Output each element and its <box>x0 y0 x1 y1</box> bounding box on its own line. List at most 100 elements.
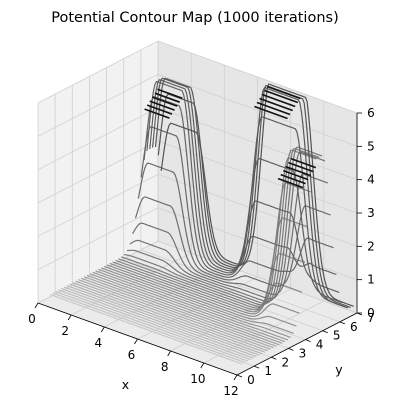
z-gridline <box>37 173 358 247</box>
x-axis-label: x <box>122 377 129 392</box>
contour-level <box>129 146 323 302</box>
x-tick-label: 12 <box>223 384 238 398</box>
x-tick-mark <box>200 362 205 369</box>
contour-level <box>69 283 263 355</box>
y-tick-label: 2 <box>281 355 289 369</box>
x-tick-label: 6 <box>128 348 136 362</box>
y-tick-label: 1 <box>264 364 272 378</box>
y-tick-mark <box>339 321 346 325</box>
back-plate-edge <box>256 101 291 116</box>
y-tick-mark <box>305 339 311 342</box>
contour-lines <box>49 77 354 365</box>
right-plate-edge <box>290 157 317 169</box>
x-tick-label: 4 <box>95 336 103 350</box>
z-gridline <box>37 207 358 281</box>
z-tick-label: 1 <box>367 273 375 287</box>
x-tick-mark <box>134 338 138 345</box>
contour-level <box>92 271 286 343</box>
x-tick-mark <box>67 314 72 321</box>
back-plate-edge <box>259 97 293 112</box>
y-tick-label: 6 <box>350 320 358 334</box>
contour-level <box>60 287 254 359</box>
y-axis-line <box>236 312 358 376</box>
back-plate-edge <box>266 85 301 100</box>
contour-level <box>121 157 314 307</box>
z-tick-label: 2 <box>367 239 375 253</box>
x-tick-mark <box>233 374 238 381</box>
contour-level <box>80 277 274 349</box>
y-tick-label: 3 <box>299 346 307 360</box>
contour-level <box>137 162 331 287</box>
y-tick-mark <box>253 365 260 369</box>
contour-level <box>63 286 257 358</box>
z-tick-label: 6 <box>367 106 375 120</box>
contour-level <box>160 83 354 307</box>
y-tick-mark <box>271 356 277 360</box>
back-plate-edge <box>261 93 296 108</box>
y-tick-label: 7 <box>367 311 375 325</box>
contour-level <box>149 79 343 304</box>
z-gridline <box>37 107 358 181</box>
chart-title: Potential Contour Map (1000 iterations) <box>51 10 338 26</box>
y-tick-label: 0 <box>247 373 255 387</box>
left-plate-edge <box>149 100 175 111</box>
x-tick-label: 2 <box>61 324 69 338</box>
left-plate-edge <box>144 108 170 119</box>
z-tick-label: 5 <box>367 139 375 153</box>
z-ticks: 0 1 2 3 4 5 6 <box>357 106 375 320</box>
contour-level <box>98 268 291 338</box>
contour-level <box>75 280 269 352</box>
right-plate-edge <box>285 165 311 177</box>
contour-level <box>86 274 280 346</box>
z-tick-label: 3 <box>367 206 375 220</box>
contour-level <box>52 292 246 364</box>
contour-level <box>118 182 311 309</box>
back-plate-edge <box>254 105 288 120</box>
y-axis-label: y <box>335 362 343 377</box>
x-tick-label: 10 <box>190 372 205 386</box>
contour-level <box>140 126 334 278</box>
contour-level <box>132 151 326 300</box>
right-plate-edge <box>288 161 314 173</box>
z-tick-label: 4 <box>367 173 375 187</box>
contour-level <box>49 293 243 365</box>
contour-level <box>58 289 251 361</box>
contour-level <box>103 265 297 327</box>
contour-level <box>152 77 346 308</box>
contour-level <box>106 264 300 317</box>
y-tick-label: 4 <box>316 338 324 352</box>
z-gridline <box>37 73 358 147</box>
left-plate-edge <box>146 104 173 115</box>
contour-level <box>157 84 351 308</box>
contour-level <box>100 267 294 334</box>
contour-level <box>134 173 329 295</box>
x-tick-mark <box>167 350 172 357</box>
y-tick-mark <box>288 348 294 351</box>
back-plate-edge <box>264 89 299 104</box>
z-tick-label: 0 <box>367 306 375 320</box>
x-ticks: 0 2 4 6 8 10 12 <box>28 302 239 398</box>
contour-level <box>95 270 289 341</box>
contour-level <box>78 279 271 350</box>
left-plate-edge <box>154 92 181 103</box>
right-plate-edge <box>280 173 306 185</box>
contour-level <box>55 290 249 362</box>
contour-level <box>72 282 266 353</box>
x-tick-mark <box>34 302 39 309</box>
contour-level <box>154 77 349 309</box>
z-gridline <box>37 140 358 214</box>
contour-level <box>66 285 260 356</box>
contour-level <box>126 148 320 304</box>
x-tick-mark <box>100 326 105 333</box>
contour-level <box>89 273 283 344</box>
right-plate-edge <box>277 177 304 189</box>
contour-level <box>123 149 317 306</box>
y-tick-label: 5 <box>333 329 341 343</box>
left-plate-edge <box>157 88 183 99</box>
z-gridline <box>37 40 358 114</box>
y-tick-mark <box>236 374 243 378</box>
x-tick-label: 0 <box>28 312 36 326</box>
x-tick-label: 8 <box>161 360 169 374</box>
